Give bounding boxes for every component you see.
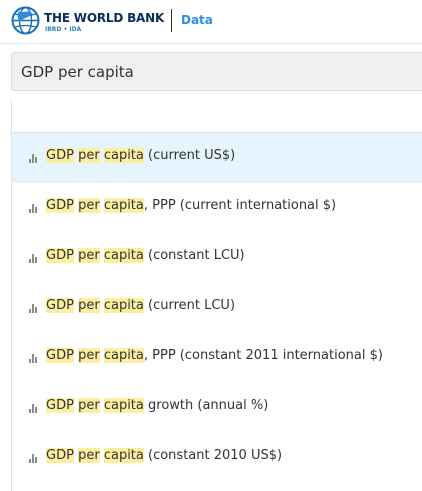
bar-chart-icon <box>29 453 39 463</box>
suggestion-label: GDP per capita, PPP (constant 2011 inter… <box>46 348 383 363</box>
suggestion-label: GDP per capita (constant LCU) <box>46 248 245 263</box>
search-bar <box>11 52 422 91</box>
left-rail <box>0 100 12 491</box>
world-bank-logo[interactable]: THE WORLD BANK IBRD • IDA <box>10 5 170 37</box>
data-section-link[interactable]: Data <box>181 13 213 27</box>
header-divider <box>171 9 172 32</box>
suggestion-label: GDP per capita growth (annual %) <box>46 398 269 413</box>
bar-chart-icon <box>29 353 39 363</box>
suggestion-item[interactable]: GDP per capita, PPP (constant 2011 inter… <box>12 333 422 383</box>
suggestion-item[interactable]: GDP per capita growth (annual %) <box>12 383 422 433</box>
suggestion-item[interactable]: GDP per capita (constant LCU) <box>12 233 422 283</box>
site-header: THE WORLD BANK IBRD • IDA Data <box>0 0 422 44</box>
suggestion-label: GDP per capita (constant 2010 US$) <box>46 448 283 463</box>
logo-title: THE WORLD BANK <box>44 11 165 25</box>
search-suggestions-dropdown: GDP per capita (current US$) GDP per cap… <box>12 100 422 491</box>
suggestion-item[interactable]: GDP per capita (constant 2010 US$) <box>12 433 422 483</box>
suggestion-item[interactable]: GDP per capita (current LCU) <box>12 283 422 333</box>
bar-chart-icon <box>29 203 39 213</box>
suggestion-list: GDP per capita (current US$) GDP per cap… <box>12 133 422 483</box>
bar-chart-icon <box>29 253 39 263</box>
suggestion-item[interactable]: GDP per capita (current US$) <box>12 133 422 183</box>
bar-chart-icon <box>29 153 39 163</box>
suggestion-item[interactable]: GDP per capita, PPP (current internation… <box>12 183 422 233</box>
globe-icon <box>11 6 40 35</box>
search-input[interactable] <box>21 53 411 90</box>
dropdown-header <box>12 100 422 133</box>
logo-subtitle: IBRD • IDA <box>45 26 82 33</box>
bar-chart-icon <box>29 403 39 413</box>
suggestion-label: GDP per capita (current US$) <box>46 148 236 163</box>
suggestion-label: GDP per capita (current LCU) <box>46 298 236 313</box>
suggestion-label: GDP per capita, PPP (current internation… <box>46 198 337 213</box>
bar-chart-icon <box>29 303 39 313</box>
